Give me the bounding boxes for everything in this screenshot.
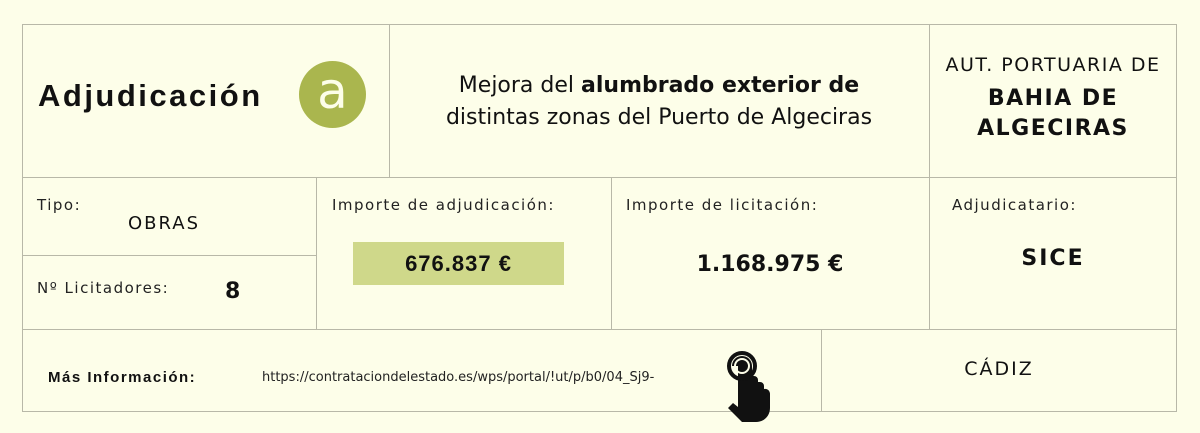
page-title: Adjudicación (38, 78, 263, 113)
location: CÁDIZ (964, 358, 1034, 380)
card-frame (22, 24, 1177, 412)
licitacion-label: Importe de licitación: (626, 196, 819, 214)
tipo-value: OBRAS (128, 213, 201, 234)
divider (22, 329, 1177, 330)
adjudicatario-label: Adjudicatario: (952, 196, 1077, 214)
licitadores-label: Nº Licitadores: (37, 279, 170, 297)
description-bold: alumbrado exterior de (581, 73, 860, 98)
description-line2: distintas zonas del Puerto de Algeciras (445, 105, 873, 130)
description-text: Mejora del (458, 73, 582, 98)
adjudicacion-label: Importe de adjudicación: (332, 196, 555, 214)
licitadores-value: 8 (225, 279, 241, 304)
info-link[interactable]: https://contratacion​delestado.es/wps/po… (262, 370, 655, 385)
org-line2: BAHIA DE (987, 86, 1119, 111)
organization: AUT. PORTUARIA DE BAHIA DE ALGECIRAS (929, 54, 1177, 144)
logo-badge: a (299, 61, 366, 128)
adjudicacion-value: 676.837 € (353, 242, 564, 285)
hand-pointer-icon[interactable] (720, 350, 774, 422)
divider (22, 255, 316, 256)
divider (821, 329, 822, 412)
divider (389, 24, 390, 177)
licitacion-value: 1.168.975 € (696, 252, 844, 277)
contract-description: Mejora del alumbrado exterior de distint… (389, 70, 929, 134)
adjudicatario-value: SICE (1021, 246, 1085, 271)
divider (316, 177, 317, 329)
info-label: Más Información: (48, 369, 197, 386)
org-line1: AUT. PORTUARIA DE (945, 54, 1161, 76)
divider (929, 24, 930, 329)
divider (611, 177, 612, 329)
tipo-label: Tipo: (37, 196, 82, 214)
org-line3: ALGECIRAS (977, 116, 1129, 141)
divider (22, 177, 1177, 178)
